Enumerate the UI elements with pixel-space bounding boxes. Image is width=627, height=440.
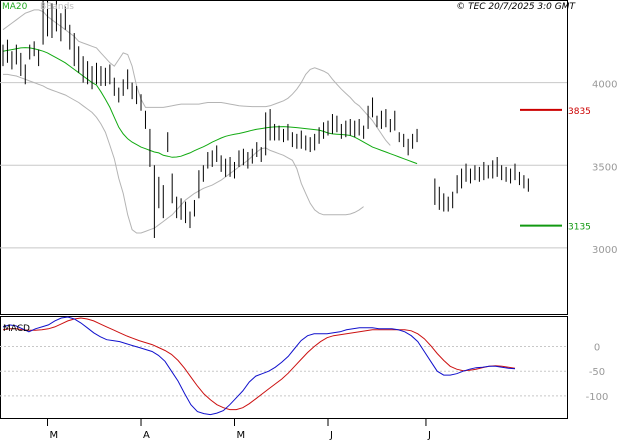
copyright-label: © TEC 20/7/2025 3:0 GMT bbox=[456, 2, 576, 12]
macd-panel-border bbox=[0, 316, 568, 419]
bollinger-lower-line bbox=[3, 73, 364, 234]
macd-line bbox=[2, 316, 516, 416]
macd-tick-label: -100 bbox=[586, 392, 609, 403]
x-tick-label: J bbox=[329, 430, 333, 440]
x-tick-label: M bbox=[237, 430, 246, 440]
x-tick-label: A bbox=[143, 430, 150, 440]
macd-title: MACD bbox=[3, 324, 30, 334]
ohlc-bars bbox=[2, 0, 529, 238]
bollinger-bands bbox=[2, 9, 391, 234]
macd-signal-line bbox=[2, 317, 516, 411]
resistance-label: 3835 bbox=[568, 107, 591, 117]
macd-tick-label: -50 bbox=[589, 367, 605, 378]
price-axis: 4000 3500 3000 bbox=[592, 80, 617, 256]
macd-lines bbox=[2, 316, 516, 416]
legend-ma20: MA20 bbox=[2, 2, 28, 12]
price-levels: 3835 3135 bbox=[520, 107, 591, 233]
macd-axis: 0 -50 -100 bbox=[586, 343, 609, 403]
price-gridlines bbox=[0, 82, 567, 249]
price-tick-label: 3500 bbox=[592, 162, 617, 173]
ma20-line bbox=[2, 47, 418, 165]
bollinger-upper-line bbox=[2, 9, 391, 146]
macd-tick-label: 0 bbox=[594, 343, 600, 354]
x-tick-label: M bbox=[50, 430, 59, 440]
support-label: 3135 bbox=[568, 223, 591, 233]
price-tick-label: 3000 bbox=[592, 245, 617, 256]
price-tick-label: 4000 bbox=[592, 80, 617, 91]
x-tick-label: J bbox=[427, 430, 431, 440]
ma20-layer bbox=[2, 47, 418, 165]
price-panel-border bbox=[0, 0, 568, 315]
legend-bbands: BBands bbox=[40, 2, 74, 12]
macd-gridlines bbox=[0, 346, 567, 397]
